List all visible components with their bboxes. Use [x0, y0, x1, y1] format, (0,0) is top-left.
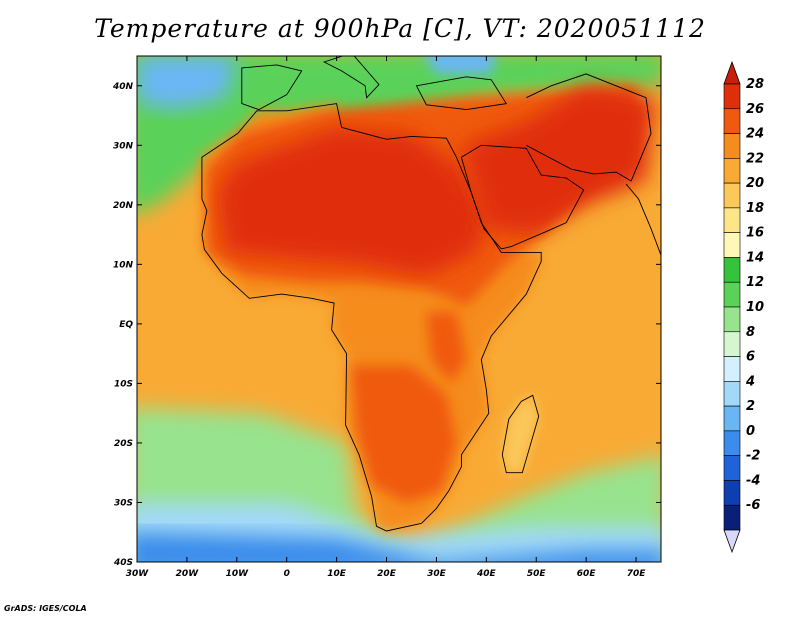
x-tick-label: 60E: [577, 569, 597, 579]
y-tick-label: 40S: [113, 558, 133, 568]
east-africa-warm: [426, 312, 467, 384]
colorbar-segment: [723, 480, 741, 506]
field-layers: [137, 56, 661, 562]
colorbar-label: 28: [746, 77, 764, 92]
sahara-hot-core: [216, 127, 487, 277]
colorbar-segment: [723, 207, 741, 233]
colorbar-top-arrow: [723, 60, 741, 85]
x-tick-label: 10E: [327, 569, 347, 579]
iran-coastline: [526, 73, 652, 182]
italy-coastline: [322, 56, 380, 99]
x-tick-label: 20E: [377, 569, 397, 579]
map-frame: [136, 55, 662, 563]
colorbar-segment: [723, 83, 741, 110]
colorbar-segment: [723, 504, 741, 531]
arabia-hot-core: [461, 85, 656, 235]
y-tick-label: 10S: [114, 379, 133, 389]
colorbar-segment: [723, 108, 741, 134]
colorbar-segment: [723, 306, 741, 333]
turkey-coastline: [415, 76, 508, 111]
coastlines: [201, 56, 661, 532]
colorbar-label: 8: [746, 325, 755, 340]
colorbar-label: 12: [746, 275, 764, 290]
colorbar-label: 22: [746, 151, 764, 166]
x-tick-label: 70E: [627, 569, 647, 579]
colorbar-segment: [723, 158, 741, 184]
colorbar-label: 20: [746, 176, 764, 191]
colorbar-segment: [723, 356, 741, 382]
x-tick-label: 20W: [176, 569, 200, 579]
x-axis: 30W 20W 10W 0 10E 20E 30E 40E 50E 60E 70E: [126, 56, 646, 579]
colorbar-segment: [723, 405, 741, 432]
x-tick-label: 30W: [126, 569, 150, 579]
colorbar-segment: [723, 281, 741, 308]
y-tick-label: EQ: [119, 320, 133, 330]
iberia-coastline: [241, 64, 303, 111]
colorbar-label: 18: [746, 201, 764, 216]
colorbar-segment: [723, 232, 741, 258]
colorbar-label: 0: [746, 424, 755, 439]
x-tick-label: 0: [284, 569, 290, 579]
colorbar-segment: [723, 455, 741, 481]
mediterranean-cool: [137, 56, 237, 110]
colorbar-segment: [723, 257, 741, 283]
colorbar-label: -6: [746, 498, 760, 513]
colorbar-label: 2: [746, 399, 755, 414]
x-tick-label: 40E: [476, 569, 497, 579]
madagascar-coastline: [501, 394, 540, 474]
colorbar-label: 24: [746, 127, 764, 142]
black-sea-cool: [425, 56, 496, 74]
madagascar-mild: [502, 395, 539, 473]
temperature-field: [137, 56, 661, 562]
south-coldest-band: [137, 532, 661, 562]
colorbar-bottom-arrow: [723, 529, 741, 554]
x-tick-label: 30E: [427, 569, 447, 579]
colorbar-label: 26: [746, 102, 764, 117]
x-tick-label: 10W: [226, 569, 250, 579]
colorbar-label: -2: [746, 449, 760, 464]
colorbar-segment: [723, 430, 741, 456]
colorbar-label: 6: [746, 350, 755, 365]
arabia-coastline: [460, 144, 585, 250]
india-coastline: [625, 183, 661, 257]
colorbar-segment: [723, 331, 741, 357]
y-axis: 40N 30N 20N 10N EQ 10S 20S 30S 40S: [112, 82, 661, 568]
y-tick-label: 30N: [113, 141, 134, 151]
colorbar-label: 14: [746, 250, 764, 265]
y-tick-label: 10N: [113, 260, 134, 270]
colorbar-label: 10: [746, 300, 764, 315]
grads-credit: GrADS: IGES/COLA: [4, 604, 87, 613]
north-ocean-band: [137, 56, 661, 213]
colorbar-label: 4: [745, 374, 755, 389]
y-tick-label: 20N: [113, 201, 134, 211]
colorbar-segment: [723, 182, 741, 209]
colorbar-label: 16: [746, 226, 764, 241]
x-tick-label: 50E: [527, 569, 547, 579]
y-tick-label: 40N: [112, 82, 134, 92]
africa-coastline: [201, 103, 542, 532]
y-tick-label: 20S: [114, 439, 133, 449]
y-tick-label: 30S: [114, 498, 133, 508]
southern-africa-warm: [351, 365, 457, 503]
colorbar-segment: [723, 381, 741, 407]
colorbar-segment: [723, 133, 741, 159]
chart-title: Temperature at 900hPa [C], VT: 202005111…: [94, 14, 706, 43]
colorbar-label: -4: [746, 473, 760, 488]
